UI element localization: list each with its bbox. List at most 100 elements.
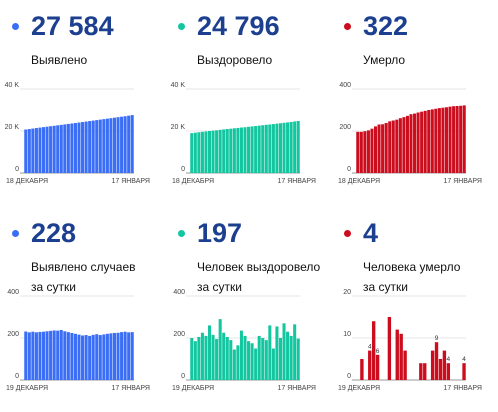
- y-tick-label: 0: [181, 373, 185, 380]
- bar: [70, 123, 74, 173]
- x-tick-label-start: 18 ДЕКАБРЯ: [172, 178, 214, 185]
- bar: [239, 330, 243, 380]
- bar: [289, 335, 293, 380]
- bar: [52, 330, 56, 380]
- bar: [77, 334, 81, 380]
- stat-label-line: за сутки: [31, 280, 76, 294]
- bar: [413, 113, 417, 173]
- bar: [88, 335, 92, 380]
- bar: [239, 127, 243, 173]
- x-tick-label-start: 18 ДЕКАБРЯ: [6, 178, 48, 185]
- bar-chart: 40 K 20 K 0 18 ДЕКАБРЯ 17 ЯНВАРЯ: [171, 82, 316, 185]
- bar: [247, 126, 251, 173]
- x-tick-label-start: 19 ДЕКАБРЯ: [6, 385, 48, 392]
- x-tick-label-end: 17 ЯНВАРЯ: [443, 385, 482, 392]
- data-label: 4: [447, 356, 451, 363]
- bar: [45, 126, 49, 173]
- bar: [399, 333, 403, 380]
- bar: [398, 118, 402, 173]
- bar: [423, 363, 427, 380]
- bar: [250, 126, 254, 173]
- bar: [434, 108, 438, 173]
- bar: [130, 115, 134, 173]
- bar: [215, 130, 219, 173]
- bar: [286, 331, 290, 380]
- bar: [56, 330, 60, 380]
- stat-label: Человек выздоровело за сутки: [197, 257, 332, 297]
- y-tick-label: 400: [7, 289, 19, 296]
- bar: [123, 116, 127, 173]
- y-tick-label: 0: [181, 166, 185, 173]
- bar: [63, 331, 67, 380]
- bar: [271, 124, 275, 173]
- bar: [38, 127, 42, 173]
- legend-dot-icon: [344, 23, 351, 30]
- y-tick-label: 200: [339, 124, 351, 131]
- stat-panel-3: 322 Умерло 400 200 0 18 ДЕКАБРЯ 17 ЯНВАРЯ: [332, 0, 492, 205]
- legend-dot-icon: [344, 230, 351, 237]
- bar: [261, 338, 265, 380]
- y-tick-label: 200: [173, 331, 185, 338]
- stat-label-line: Человек выздоровело: [197, 260, 321, 274]
- y-tick-label: 0: [347, 166, 351, 173]
- stat-label-line: Выявлено: [31, 53, 88, 67]
- stat-label-line: Выявлено случаев: [31, 260, 136, 274]
- stat-value: 197: [197, 218, 243, 248]
- bar: [371, 321, 376, 380]
- x-tick-label-end: 17 ЯНВАРЯ: [111, 178, 150, 185]
- bar: [264, 124, 268, 173]
- x-tick-label-end: 17 ЯНВАРЯ: [277, 385, 316, 392]
- bar: [91, 120, 95, 173]
- bar: [434, 342, 439, 380]
- bar: [462, 363, 466, 380]
- bar: [52, 125, 56, 173]
- bar: [275, 123, 279, 173]
- y-tick-label: 20 K: [5, 124, 20, 131]
- bar: [116, 117, 120, 173]
- bar: [462, 105, 466, 173]
- bar: [38, 331, 42, 380]
- bar: [204, 131, 208, 173]
- bar: [34, 128, 38, 173]
- bar: [98, 119, 102, 173]
- bar: [190, 133, 194, 173]
- bar: [193, 132, 197, 173]
- bar: [459, 105, 463, 173]
- stat-label: Выздоровело: [197, 50, 332, 70]
- bar: [120, 332, 124, 380]
- bar: [84, 121, 88, 173]
- bar: [437, 108, 441, 173]
- bar: [442, 350, 447, 380]
- bar: [59, 330, 63, 380]
- bar: [200, 131, 204, 173]
- y-tick-label: 200: [7, 331, 19, 338]
- legend-dot-icon: [12, 230, 19, 237]
- bar: [95, 334, 99, 380]
- bar: [204, 335, 208, 380]
- bar: [73, 333, 77, 380]
- bar: [419, 363, 423, 380]
- y-tick-label: 400: [173, 289, 185, 296]
- y-tick-label: 400: [339, 82, 351, 89]
- bar: [105, 118, 109, 173]
- x-tick-label-start: 19 ДЕКАБРЯ: [338, 385, 380, 392]
- stat-label: Выявлено случаев за сутки: [31, 257, 166, 297]
- stat-label: Умерло: [363, 50, 498, 70]
- bar: [296, 120, 300, 173]
- stat-panel-6: 4 Человека умерло за сутки 20 10 0 4 6 9 4 4 19 ДЕК…: [332, 207, 492, 412]
- bar: [455, 106, 459, 173]
- bar: [232, 349, 236, 380]
- bar: [373, 126, 378, 173]
- bar: [271, 348, 275, 380]
- bar: [430, 109, 434, 173]
- bar: [282, 323, 286, 380]
- bar: [95, 120, 99, 173]
- bar: [197, 336, 201, 380]
- bar: [366, 130, 370, 173]
- bar-chart: 400 200 0 19 ДЕКАБРЯ 17 ЯНВАРЯ: [172, 289, 316, 392]
- bar: [66, 332, 70, 380]
- bar: [441, 107, 445, 173]
- bar: [293, 324, 297, 380]
- bar: [368, 350, 372, 380]
- y-tick-label: 0: [347, 373, 351, 380]
